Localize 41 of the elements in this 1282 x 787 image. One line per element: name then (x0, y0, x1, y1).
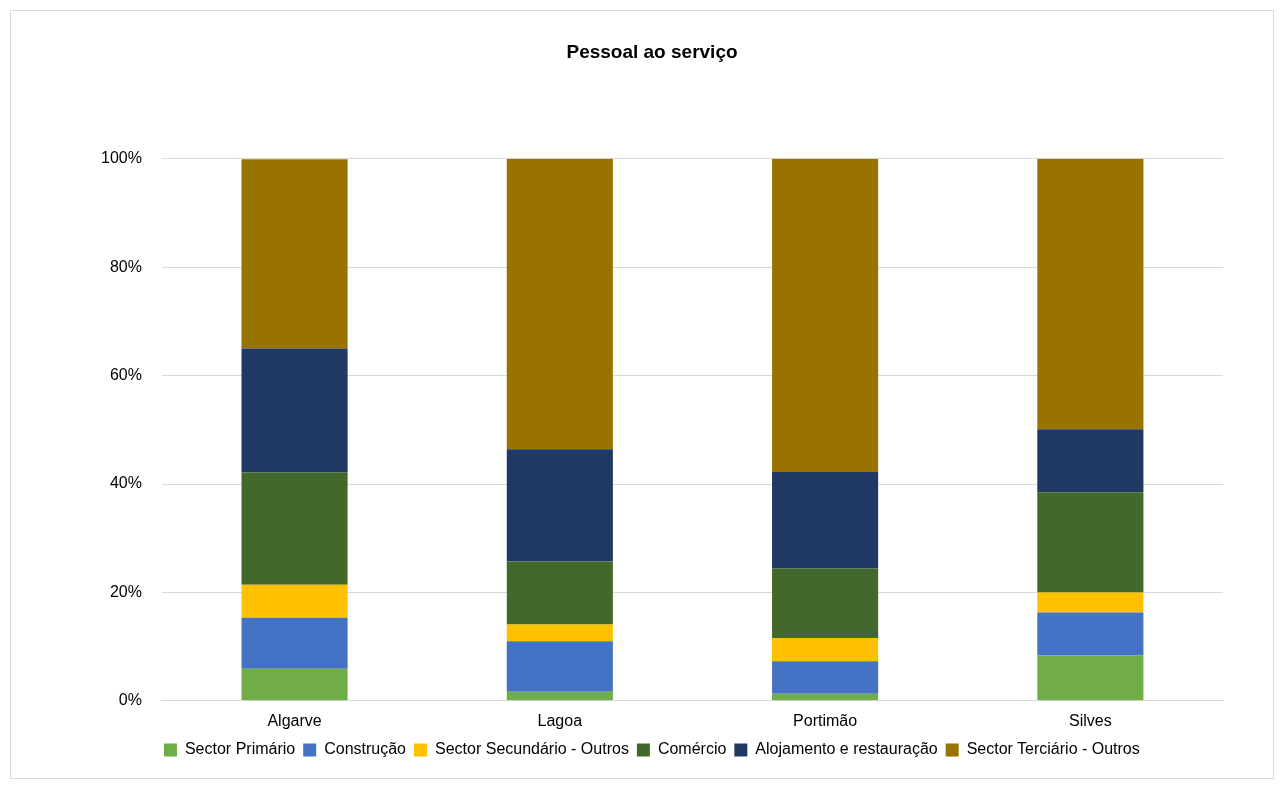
bar (241, 472, 348, 585)
y-tick-label: 40% (109, 474, 142, 492)
bar (772, 661, 879, 694)
bar (506, 449, 613, 562)
bar (1037, 655, 1144, 701)
bar (1037, 492, 1144, 593)
x-tick-label: Algarve (267, 711, 322, 729)
bar (506, 158, 613, 450)
legend-label: Sector Primário (184, 740, 296, 758)
bar (772, 693, 879, 701)
bar (772, 158, 879, 473)
y-tick-label: 60% (109, 366, 142, 384)
bar (772, 637, 879, 662)
y-tick-label: 80% (109, 257, 142, 275)
bar (1037, 158, 1144, 430)
bar (506, 561, 613, 625)
y-tick-label: 0% (118, 691, 142, 709)
legend-label: Sector Secundário - Outros (435, 740, 629, 758)
x-tick-label: Portimão (793, 711, 858, 729)
bar (772, 568, 879, 638)
y-tick-label: 20% (109, 582, 142, 600)
legend-label: Alojamento e restauração (755, 740, 938, 758)
bar (241, 668, 348, 701)
x-tick-label: Silves (1069, 711, 1112, 729)
bar (506, 691, 613, 701)
bar (772, 472, 879, 569)
y-tick-label: 100% (101, 149, 142, 167)
bar (1037, 429, 1144, 493)
legend-label: Sector Terciário - Outros (966, 740, 1140, 758)
bar (241, 584, 348, 618)
legend-label: Comércio (657, 740, 727, 758)
x-tick-label: Lagoa (537, 711, 583, 729)
bar (1037, 592, 1144, 613)
chart-title: Pessoal ao serviço (566, 40, 738, 62)
bar (506, 624, 613, 642)
bar (241, 348, 348, 473)
legend-label: Construção (324, 740, 407, 758)
bar (506, 641, 613, 692)
bar (1037, 612, 1144, 656)
bar (241, 617, 348, 669)
bar (241, 159, 348, 349)
